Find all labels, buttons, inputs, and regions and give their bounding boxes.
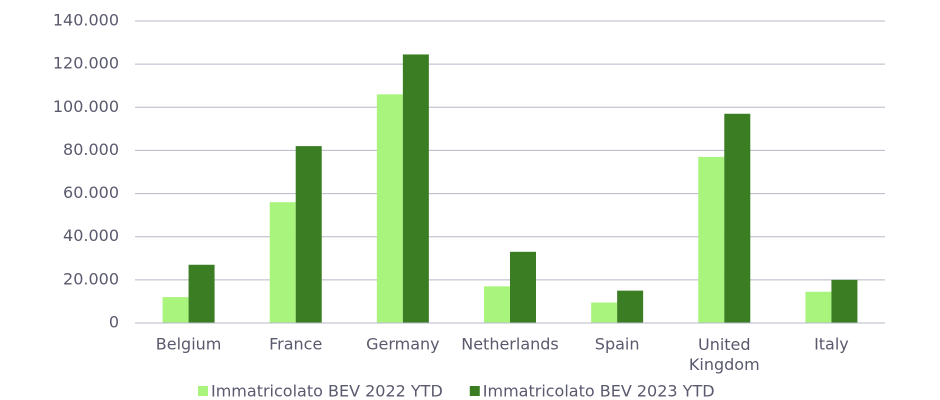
bar: [617, 290, 644, 323]
bar: [805, 291, 832, 323]
bar: [484, 286, 510, 323]
x-tick-label: Netherlands: [461, 335, 559, 354]
bar: [698, 156, 725, 323]
y-tick-label: 140.000: [53, 11, 119, 30]
y-tick-label: 0: [109, 313, 119, 332]
bar: [402, 54, 429, 323]
y-tick-label: 40.000: [63, 226, 119, 245]
y-tick-label: 120.000: [53, 54, 119, 73]
bar: [510, 251, 536, 323]
legend-swatch: [198, 386, 208, 396]
bar: [188, 264, 215, 323]
y-tick-label: 20.000: [63, 269, 119, 288]
x-tick-label: Italy: [814, 335, 849, 354]
bar: [376, 94, 403, 323]
bar: [831, 279, 858, 323]
bar: [162, 297, 189, 323]
bar: [591, 302, 618, 323]
y-tick-label: 60.000: [63, 183, 119, 202]
bar: [269, 202, 296, 323]
legend-swatch: [469, 386, 480, 396]
x-tick-label: France: [269, 335, 322, 354]
y-tick-label: 100.000: [53, 97, 119, 116]
x-tick-label: Belgium: [156, 335, 222, 354]
x-tick-label: Spain: [595, 335, 640, 354]
x-tick-label: United Kingdom: [689, 335, 760, 374]
bar: [724, 113, 751, 323]
legend-label: Immatricolato BEV 2023 YTD: [483, 382, 715, 400]
x-tick-label: Germany: [366, 335, 440, 354]
bar: [295, 146, 322, 323]
y-tick-label: 80.000: [63, 140, 119, 159]
legend-label: Immatricolato BEV 2022 YTD: [211, 382, 443, 400]
